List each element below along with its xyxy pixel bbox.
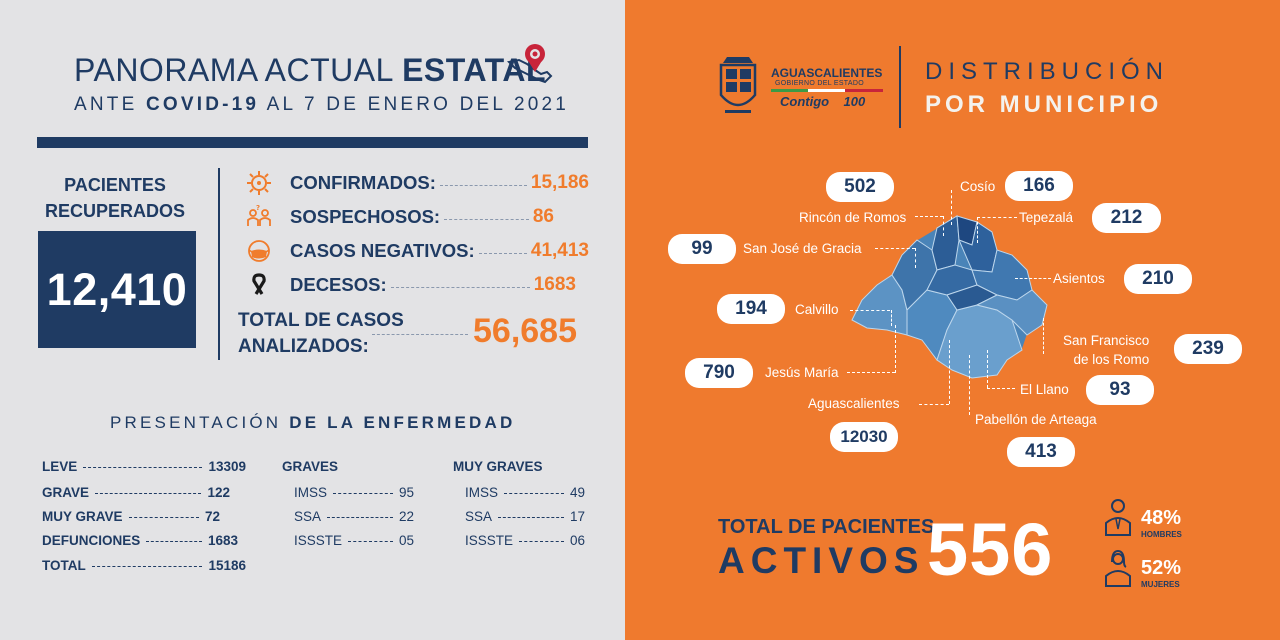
municipality-name-san-francisco-de-los-romo: San Francisco de los Romo (1063, 333, 1150, 367)
active-patients-label: TOTAL DE PACIENTES (718, 516, 935, 538)
mourning-ribbon-icon (244, 272, 274, 298)
virus-icon (244, 170, 274, 196)
active-patients-value: 556 (927, 508, 1054, 591)
municipality-value-jesus-maria: 790 (685, 358, 753, 388)
state-seal-logo (719, 57, 757, 113)
stat-value: 41,413 (530, 240, 589, 261)
recovered-label: PACIENTES RECUPERADOS (44, 175, 186, 221)
graves-table: GRAVES IMSS 95 SSA 22 ISSSTE 05 (282, 457, 422, 557)
page-subtitle: ANTE COVID-19 AL 7 DE ENERO DEL 2021 (74, 94, 570, 115)
distribution-title: DISTRIBUCIÓN (925, 58, 1170, 85)
graves-title: GRAVES (282, 458, 339, 474)
suspect-person-icon: ? (244, 204, 274, 230)
stat-label: CONFIRMADOS: (290, 172, 436, 193)
men-label: HOMBRES (1141, 530, 1182, 539)
stat-label: DECESOS: (290, 274, 387, 295)
municipality-value-calvillo: 194 (717, 294, 785, 324)
municipality-value-aguascalientes: 12030 (830, 422, 898, 452)
municipality-value-cosio: 166 (1005, 171, 1073, 201)
stat-label: CASOS NEGATIVOS: (290, 240, 475, 261)
table-row: IMSS 95 (294, 484, 414, 500)
title-divider (37, 137, 588, 148)
municipality-value-asientos: 210 (1124, 264, 1192, 294)
municipality-name-jesus-maria: Jesús María (765, 365, 839, 380)
municipality-value-rincon-de-romos: 502 (826, 172, 894, 202)
municipality-value-pabellon-de-arteaga: 413 (1007, 437, 1075, 467)
municipality-value-tepezala: 212 (1092, 203, 1161, 233)
presentation-title: PRESENTACIÓN DE LA ENFERMEDAD (110, 413, 516, 432)
presentation-summary-table: LEVE 13309 GRAVE 122 MUY GRAVE 72 DEFUNCION… (42, 457, 252, 577)
stat-value: 1683 (533, 274, 576, 295)
svg-text:?: ? (256, 204, 260, 212)
muy-graves-title: MUY GRAVES (453, 458, 543, 474)
page-title: PANORAMA ACTUAL ESTATAL (74, 52, 546, 88)
municipality-value-san-francisco-de-los-romo: 239 (1174, 334, 1242, 364)
stat-row-decesos: DECESOS: 1683 (244, 272, 576, 298)
logo-subtitle: GOBIERNO DEL ESTADO (775, 80, 864, 87)
women-percentage: 52% (1141, 557, 1182, 579)
logo-title: AGUASCALIENTES (771, 66, 883, 80)
logo-slogan: Contigo 100 (780, 94, 866, 109)
mexico-map-pin-icon (506, 44, 553, 84)
aguascalientes-map (851, 215, 1048, 379)
men-percentage: 48% (1141, 507, 1182, 529)
municipality-name-pabellon-de-arteaga: Pabellón de Arteaga (975, 412, 1097, 427)
stat-row-casos-negativos: CASOS NEGATIVOS: 41,413 (244, 238, 589, 264)
man-icon (1105, 499, 1131, 536)
municipality-name-el-llano: El Llano (1020, 382, 1069, 397)
table-row: SSA 17 (465, 508, 585, 524)
table-row: DEFUNCIONES 1683 (42, 532, 238, 548)
women-label: MUJERES (1141, 580, 1180, 589)
active-patients-label-big: ACTIVOS (718, 540, 925, 581)
municipality-name-san-jose-de-gracia: San José de Gracia (743, 241, 862, 256)
table-row: ISSSTE 06 (465, 532, 585, 548)
stat-row-sospechosos: ? SOSPECHOSOS: 86 (244, 204, 554, 230)
woman-icon (1105, 549, 1131, 587)
table-row: TOTAL 15186 (42, 557, 246, 573)
table-row: MUY GRAVE 72 (42, 508, 220, 524)
municipality-distribution-panel: AGUASCALIENTES GOBIERNO DEL ESTADO Conti… (625, 0, 1280, 640)
table-row: LEVE 13309 (42, 458, 246, 474)
municipality-name-aguascalientes: Aguascalientes (808, 396, 900, 411)
table-row: SSA 22 (294, 508, 414, 524)
distribution-subtitle: POR MUNICIPIO (925, 91, 1163, 118)
municipality-value-san-jose-de-gracia: 99 (668, 234, 736, 264)
table-row: ISSSTE 05 (294, 532, 414, 548)
state-overview-panel: PANORAMA ACTUAL ESTATAL ANTE COVID-19 AL… (0, 0, 625, 640)
stats-divider (218, 168, 220, 360)
muy-graves-table: MUY GRAVES IMSS 49 SSA 17 ISSSTE 06 (453, 457, 593, 557)
municipality-name-calvillo: Calvillo (795, 302, 839, 317)
stat-row-confirmados: CONFIRMADOS: 15,186 (244, 170, 589, 196)
municipality-value-el-llano: 93 (1086, 375, 1154, 405)
total-analyzed-value: 56,685 (473, 312, 577, 350)
stat-value: 15,186 (530, 172, 589, 193)
face-mask-icon (244, 238, 274, 264)
municipality-name-cosio: Cosío (960, 179, 996, 194)
municipality-name-tepezala: Tepezalá (1019, 210, 1074, 225)
recovered-value: 12,410 (38, 231, 196, 348)
total-analyzed-label: TOTAL DE CASOS ANALIZADOS: (238, 310, 404, 357)
table-row: GRAVE 122 (42, 484, 230, 500)
stat-value: 86 (532, 206, 554, 227)
stat-label: SOSPECHOSOS: (290, 206, 441, 227)
municipality-name-rincon-de-romos: Rincón de Romos (799, 210, 907, 225)
table-row: IMSS 49 (465, 484, 585, 500)
municipality-name-asientos: Asientos (1053, 271, 1105, 286)
